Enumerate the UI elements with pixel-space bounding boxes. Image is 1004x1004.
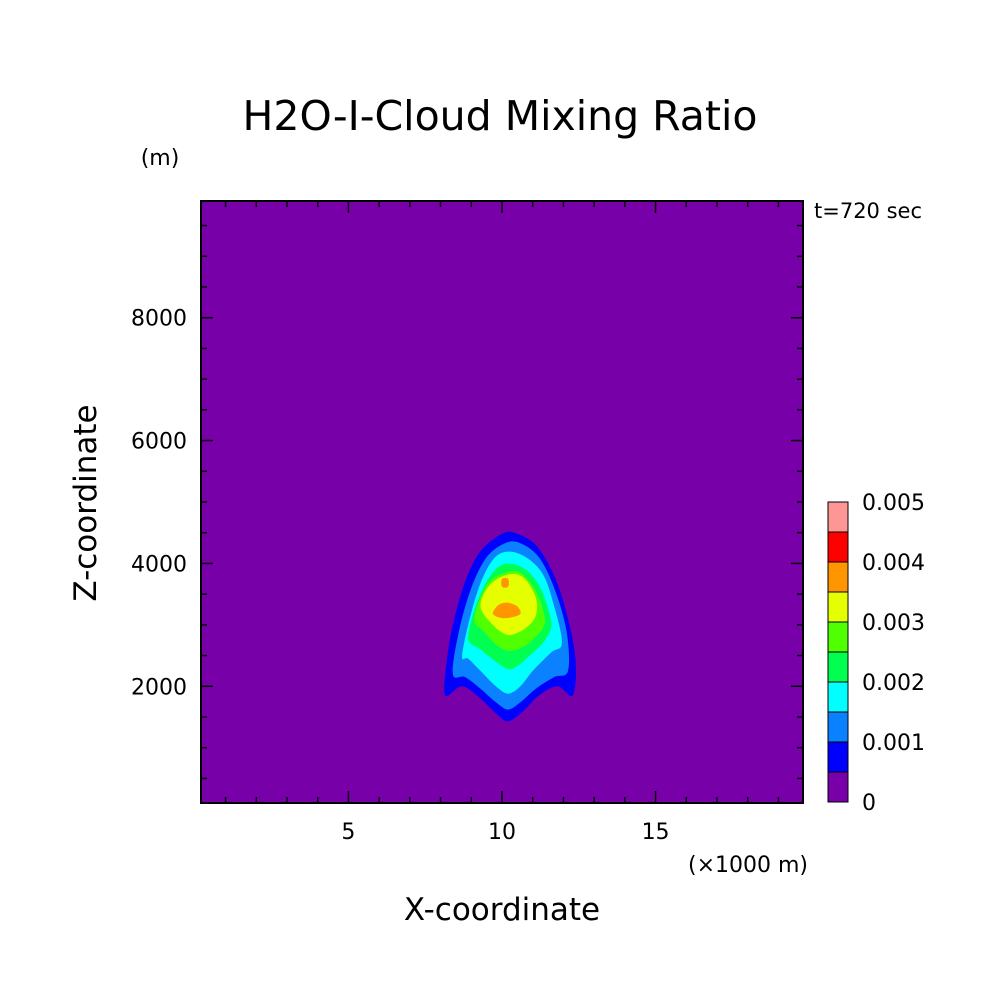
colorbar-swatch-9 bbox=[827, 501, 849, 533]
colorbar-labels: 0 0.001 0.002 0.003 0.004 0.005 bbox=[862, 491, 925, 816]
colorbar-swatch-5 bbox=[827, 621, 849, 653]
colorbar-swatch-3 bbox=[827, 681, 849, 713]
colorbar-label: 0.002 bbox=[862, 671, 925, 696]
x-tick-label: 15 bbox=[642, 820, 670, 845]
y-tick-label: 4000 bbox=[131, 552, 187, 577]
colorbar-swatch-4 bbox=[827, 651, 849, 683]
colorbar-swatch-0 bbox=[827, 771, 849, 803]
colorbar-label: 0.004 bbox=[862, 551, 925, 576]
y-unit-label: (m) bbox=[141, 146, 180, 171]
y-axis-label: Z-coordinate bbox=[68, 404, 104, 601]
colorbar-swatch-1 bbox=[827, 741, 849, 773]
colorbar-swatch-6 bbox=[827, 591, 849, 623]
colorbar-swatch-8 bbox=[827, 531, 849, 563]
x-tick-labels: 5 10 15 bbox=[341, 820, 669, 845]
x-tick-label: 5 bbox=[341, 820, 355, 845]
time-label: t=720 sec bbox=[814, 199, 922, 223]
colorbar-swatch-7 bbox=[827, 561, 849, 593]
plot-area bbox=[200, 200, 804, 804]
plot-frame bbox=[200, 200, 804, 804]
colorbar-label: 0 bbox=[862, 791, 876, 816]
contour-region-7 bbox=[501, 577, 509, 588]
x-unit-label: (×1000 m) bbox=[688, 853, 808, 878]
contour-region-6 bbox=[492, 602, 521, 619]
chart-title: H2O-I-Cloud Mixing Ratio bbox=[243, 92, 758, 140]
colorbar-swatch-2 bbox=[827, 711, 849, 743]
contour-layer bbox=[444, 531, 576, 722]
y-tick-labels: 2000 4000 6000 8000 bbox=[131, 307, 187, 701]
colorbar-label: 0.003 bbox=[862, 611, 925, 636]
y-tick-label: 8000 bbox=[131, 307, 187, 332]
y-tick-label: 2000 bbox=[131, 675, 187, 700]
colorbar-label: 0.001 bbox=[862, 731, 925, 756]
x-axis-label: X-coordinate bbox=[404, 892, 600, 928]
x-tick-label: 10 bbox=[488, 820, 516, 845]
y-tick-label: 6000 bbox=[131, 430, 187, 455]
colorbar-label: 0.005 bbox=[862, 491, 925, 516]
colorbar bbox=[827, 501, 849, 803]
